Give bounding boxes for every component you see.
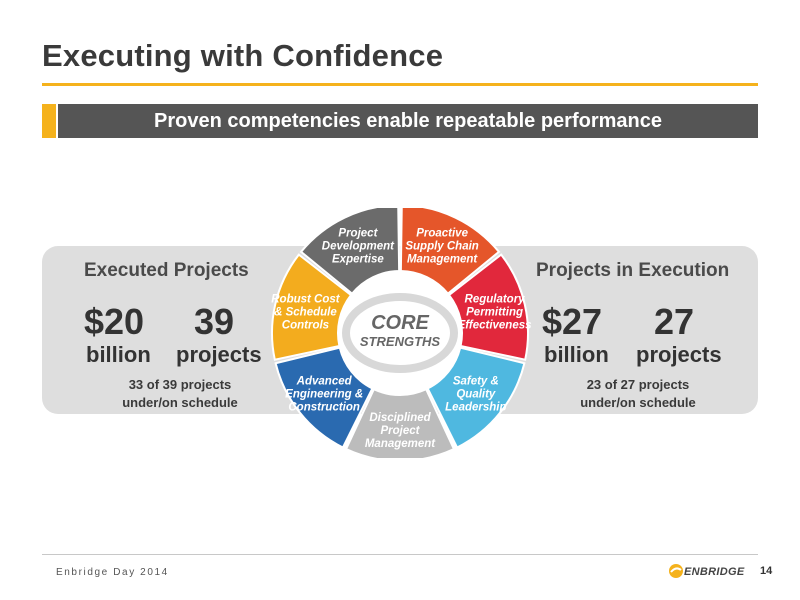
wheel-segment-label-line: Development <box>322 241 395 253</box>
wheel-segment-label-line: Management <box>407 254 478 266</box>
strengths-label: STRENGTHS <box>360 334 441 349</box>
executed-count-unit: projects <box>176 342 262 367</box>
wheel-segment-label-line: Effectiveness <box>458 319 532 331</box>
wheel-segment-label: Advanced Engineering & Construction <box>285 375 363 413</box>
wheel-segment-label-line: Management <box>365 438 436 450</box>
subtitle-text: Proven competencies enable repeatable pe… <box>154 109 662 132</box>
execution-note-line-2: under/on schedule <box>580 395 696 410</box>
wheel-segment-label-line: Construction <box>288 401 360 413</box>
page-title: Executing with Confidence <box>42 38 444 73</box>
core-label: CORE <box>371 312 429 334</box>
wheel-segment-label-line: Expertise <box>332 254 384 266</box>
executed-schedule-note: 33 of 39 projects under/on schedule <box>100 376 260 412</box>
wheel-segment-label-line: Safety & <box>453 375 499 387</box>
wheel-segment-label: Project Development Expertise <box>322 228 395 266</box>
wheel-segment-label-line: Engineering & <box>285 388 363 400</box>
executed-note-line-2: under/on schedule <box>122 395 238 410</box>
execution-schedule-note: 23 of 27 projects under/on schedule <box>558 376 718 412</box>
banner-accent-bar <box>42 104 56 138</box>
page-number: 14 <box>760 565 773 577</box>
executed-amount: $20 <box>84 301 145 342</box>
footer-event: Enbridge Day 2014 <box>56 567 169 578</box>
execution-count-unit: projects <box>636 342 722 367</box>
execution-amount-unit: billion <box>544 342 609 367</box>
wheel-segment-label: Safety & Quality Leadership <box>445 375 506 413</box>
wheel-segment-label-line: & Schedule <box>274 306 337 318</box>
wheel-segment-label-line: Project <box>381 425 421 437</box>
wheel-segment-label-line: Advanced <box>296 375 353 387</box>
wheel-segment-label-line: Permitting <box>466 306 523 318</box>
execution-note-line-1: 23 of 27 projects <box>586 377 690 392</box>
wheel-segment-label: Regulatory Permitting Effectiveness <box>458 293 532 331</box>
wheel-segment-label-line: Proactive <box>416 228 468 240</box>
wheel-segment-label-line: Supply Chain <box>405 241 478 253</box>
executed-count: 39 <box>194 301 235 342</box>
wheel-segment-label: Robust Cost & Schedule Controls <box>271 293 341 331</box>
executed-projects-block: Executed Projects $20 39 billion project… <box>84 260 274 410</box>
executed-projects-heading: Executed Projects <box>84 260 249 281</box>
wheel-segment-label-line: Regulatory <box>465 293 526 305</box>
wheel-segment-label-line: Leadership <box>445 401 506 413</box>
wheel-segment-label-line: Quality <box>456 388 496 400</box>
projects-in-execution-heading: Projects in Execution <box>536 260 730 281</box>
wheel-segment-label-line: Project <box>338 228 378 240</box>
execution-amount: $27 <box>542 301 603 342</box>
enbridge-logo-text: ENBRIDGE <box>684 566 745 578</box>
wheel-segment-label: Disciplined Project Management <box>365 412 436 450</box>
executed-note-line-1: 33 of 39 projects <box>128 377 232 392</box>
title-underline <box>42 83 758 86</box>
wheel-segment-label-line: Disciplined <box>369 412 431 424</box>
footer-divider <box>42 554 758 555</box>
execution-count: 27 <box>654 301 695 342</box>
projects-in-execution-block: Projects in Execution $27 27 billion pro… <box>536 260 736 410</box>
wheel-segment-label: Proactive Supply Chain Management <box>405 228 478 266</box>
enbridge-logo-icon <box>669 564 683 578</box>
wheel-segment-label-line: Controls <box>282 319 329 331</box>
executed-amount-unit: billion <box>86 342 151 367</box>
subtitle-banner: Proven competencies enable repeatable pe… <box>58 104 758 138</box>
wheel-segment-label-line: Robust Cost <box>271 293 341 305</box>
wheel-center-swoosh <box>342 293 458 373</box>
